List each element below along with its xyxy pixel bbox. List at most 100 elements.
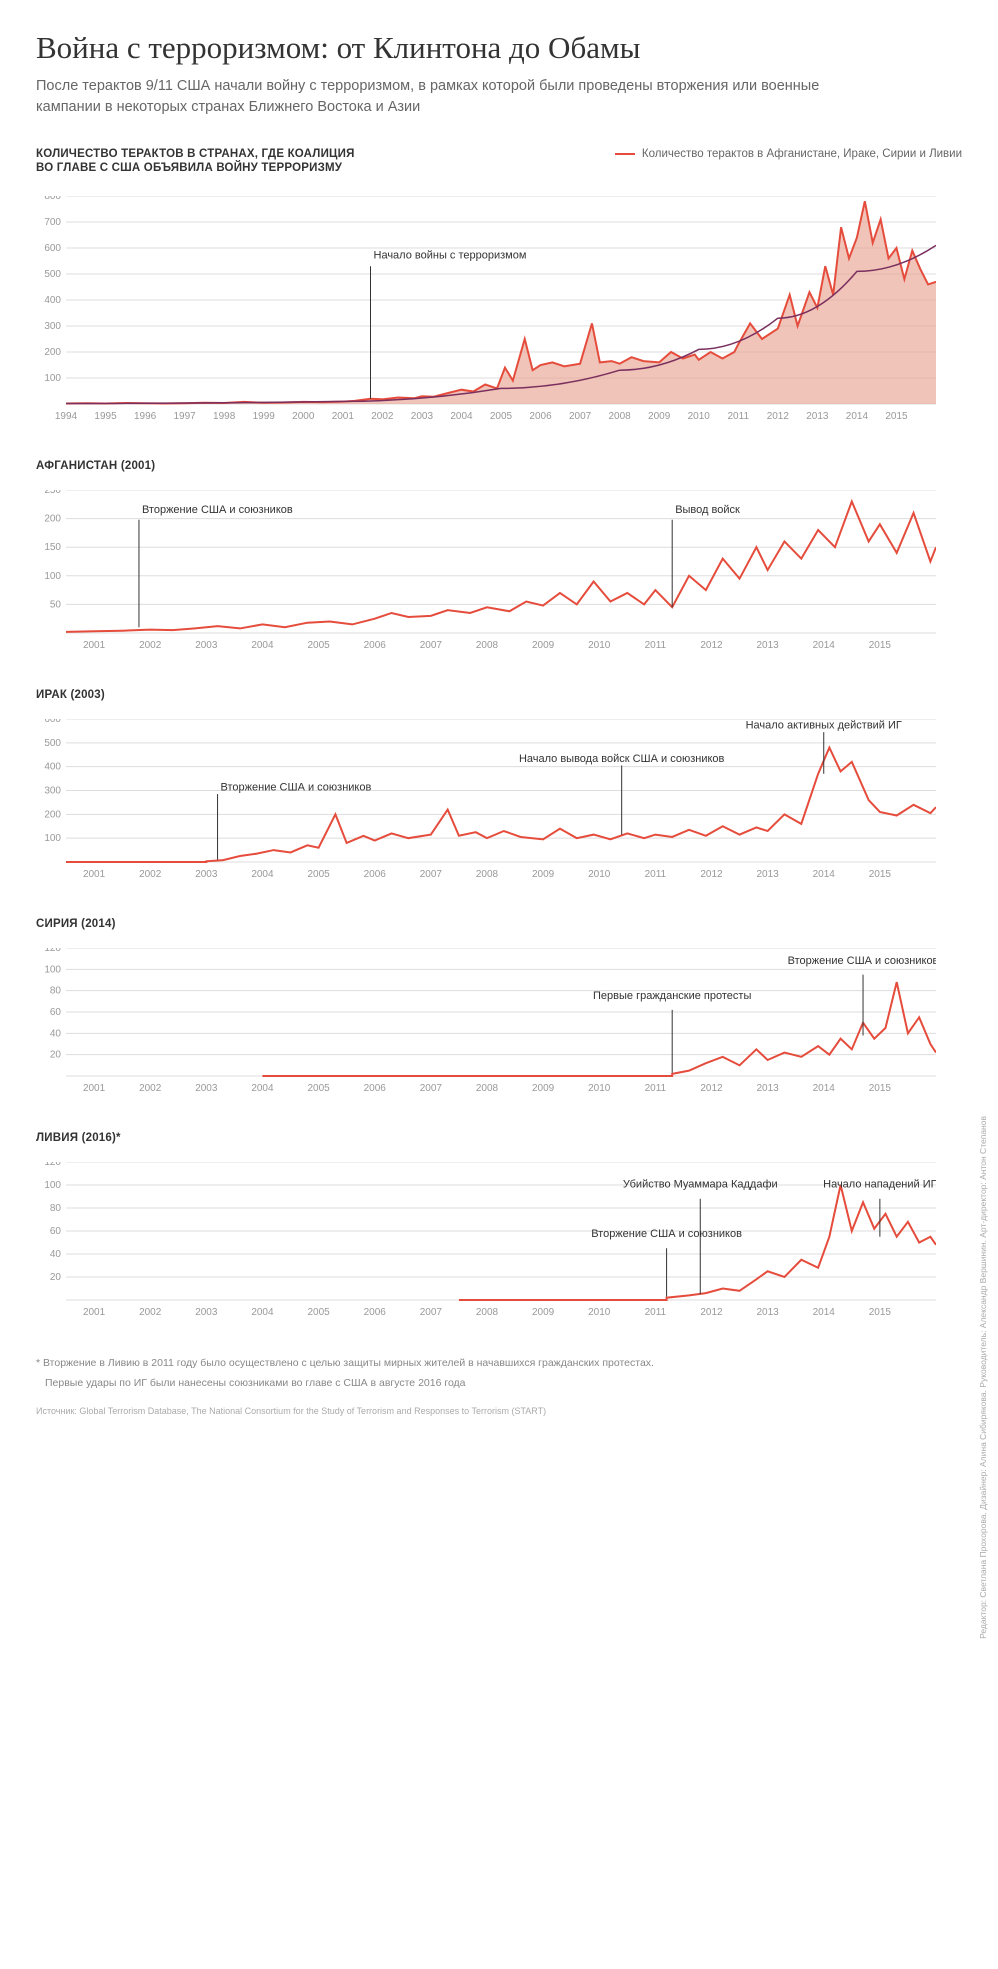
footnote-1: * Вторжение в Ливию в 2011 году было осу…	[36, 1356, 962, 1372]
svg-text:2015: 2015	[885, 411, 908, 422]
svg-text:Вторжение США и союзников: Вторжение США и союзников	[221, 782, 372, 794]
svg-text:2004: 2004	[251, 1307, 274, 1318]
svg-text:2014: 2014	[813, 640, 836, 651]
svg-text:2002: 2002	[139, 1083, 162, 1094]
svg-text:40: 40	[50, 1028, 62, 1039]
svg-text:Вторжение США и союзников: Вторжение США и союзников	[591, 1228, 742, 1240]
chart-svg: 100200300400500600Вторжение США и союзни…	[36, 719, 936, 884]
svg-text:Начало войны с терроризмом: Начало войны с терроризмом	[374, 249, 527, 261]
svg-text:2012: 2012	[767, 411, 790, 422]
svg-text:2007: 2007	[420, 1307, 443, 1318]
svg-text:2012: 2012	[700, 869, 723, 880]
svg-text:100: 100	[44, 833, 61, 844]
svg-text:250: 250	[44, 490, 61, 496]
svg-text:Вторжение США и союзников: Вторжение США и союзников	[142, 504, 293, 516]
svg-text:2013: 2013	[756, 1083, 779, 1094]
svg-text:2007: 2007	[420, 1083, 443, 1094]
svg-text:50: 50	[50, 599, 62, 610]
svg-text:80: 80	[50, 986, 62, 997]
svg-text:1998: 1998	[213, 411, 236, 422]
svg-text:2006: 2006	[364, 1307, 387, 1318]
svg-text:300: 300	[44, 786, 61, 797]
footnote-2: Первые удары по ИГ были нанесены союзник…	[36, 1376, 962, 1392]
svg-text:600: 600	[44, 719, 61, 725]
svg-text:Начало активных действий ИГ: Начало активных действий ИГ	[746, 720, 902, 732]
svg-text:1996: 1996	[134, 411, 157, 422]
credits-text: Редактор: Светлана Прохорова. Дизайнер: …	[978, 1116, 988, 1639]
svg-text:120: 120	[44, 1162, 61, 1168]
svg-text:Начало нападений ИГ: Начало нападений ИГ	[823, 1178, 936, 1190]
svg-text:2012: 2012	[700, 1307, 723, 1318]
chart-title-libya: ЛИВИЯ (2016)*	[36, 1132, 962, 1144]
svg-text:2014: 2014	[813, 1307, 836, 1318]
svg-text:2011: 2011	[645, 869, 667, 880]
svg-text:2009: 2009	[532, 869, 555, 880]
svg-text:2011: 2011	[645, 1083, 667, 1094]
main-chart-header: КОЛИЧЕСТВО ТЕРАКТОВ В СТРАНАХ, ГДЕ КОАЛИ…	[36, 148, 962, 176]
chart-iraq: ИРАК (2003)100200300400500600Вторжение С…	[36, 689, 962, 884]
svg-text:700: 700	[44, 217, 61, 228]
svg-text:500: 500	[44, 269, 61, 280]
chart-svg: 50 100 150 200 250 Вторжение США и союзников В…	[36, 490, 936, 655]
svg-text:2007: 2007	[420, 869, 443, 880]
svg-text:500: 500	[44, 738, 61, 749]
svg-text:2010: 2010	[588, 1083, 611, 1094]
svg-text:2001: 2001	[83, 1083, 106, 1094]
svg-text:2003: 2003	[195, 1307, 218, 1318]
svg-text:2002: 2002	[139, 869, 162, 880]
svg-text:2012: 2012	[700, 640, 723, 651]
svg-text:2009: 2009	[532, 1307, 555, 1318]
chart-svg: 20406080100120Вторжение США и союзниковУ…	[36, 1162, 936, 1322]
svg-text:2013: 2013	[756, 869, 779, 880]
svg-text:2003: 2003	[195, 1083, 218, 1094]
svg-text:2004: 2004	[251, 640, 274, 651]
svg-text:2014: 2014	[813, 869, 836, 880]
chart-svg: 100200300400500600700800Начало войны с т…	[36, 196, 936, 426]
svg-text:2005: 2005	[307, 1083, 330, 1094]
main-chart-title-1: КОЛИЧЕСТВО ТЕРАКТОВ В СТРАНАХ, ГДЕ КОАЛИ…	[36, 148, 355, 160]
legend-swatch	[615, 153, 635, 155]
svg-text:2005: 2005	[307, 869, 330, 880]
svg-text:150: 150	[44, 542, 61, 553]
svg-text:2010: 2010	[688, 411, 711, 422]
svg-text:2006: 2006	[364, 869, 387, 880]
svg-text:2011: 2011	[645, 1307, 667, 1318]
main-chart: 100200300400500600700800Начало войны с т…	[36, 196, 962, 426]
svg-text:2015: 2015	[869, 640, 892, 651]
svg-text:100: 100	[44, 571, 61, 582]
svg-text:2014: 2014	[846, 411, 869, 422]
svg-text:60: 60	[50, 1226, 62, 1237]
svg-text:2010: 2010	[588, 1307, 611, 1318]
svg-text:2010: 2010	[588, 640, 611, 651]
chart-libya: ЛИВИЯ (2016)*20406080100120Вторжение США…	[36, 1132, 962, 1322]
svg-text:2015: 2015	[869, 1083, 892, 1094]
chart-syria: СИРИЯ (2014)20406080100120Первые граждан…	[36, 918, 962, 1098]
svg-text:200: 200	[44, 809, 61, 820]
svg-text:2008: 2008	[476, 1307, 499, 1318]
svg-text:2015: 2015	[869, 869, 892, 880]
svg-text:2008: 2008	[476, 869, 499, 880]
svg-text:40: 40	[50, 1249, 62, 1260]
svg-text:Вторжение США и союзников: Вторжение США и союзников	[788, 955, 936, 967]
svg-text:100: 100	[44, 1180, 61, 1191]
svg-text:2000: 2000	[292, 411, 315, 422]
svg-text:2001: 2001	[83, 869, 106, 880]
svg-text:2013: 2013	[806, 411, 829, 422]
svg-text:Вывод войск: Вывод войск	[675, 504, 740, 516]
svg-text:2009: 2009	[648, 411, 671, 422]
svg-text:1999: 1999	[253, 411, 276, 422]
svg-text:2005: 2005	[307, 1307, 330, 1318]
svg-text:2010: 2010	[588, 869, 611, 880]
svg-text:2006: 2006	[364, 640, 387, 651]
svg-text:2005: 2005	[490, 411, 513, 422]
svg-text:200: 200	[44, 514, 61, 525]
svg-text:2003: 2003	[411, 411, 434, 422]
svg-text:Убийство Муаммара Каддафи: Убийство Муаммара Каддафи	[623, 1178, 778, 1190]
svg-text:2007: 2007	[420, 640, 443, 651]
legend: Количество терактов в Афганистане, Ираке…	[615, 148, 962, 160]
svg-text:2008: 2008	[476, 640, 499, 651]
page-title: Война с терроризмом: от Клинтона до Обам…	[36, 30, 962, 66]
svg-text:2008: 2008	[609, 411, 632, 422]
svg-text:2012: 2012	[700, 1083, 723, 1094]
svg-text:2002: 2002	[139, 1307, 162, 1318]
